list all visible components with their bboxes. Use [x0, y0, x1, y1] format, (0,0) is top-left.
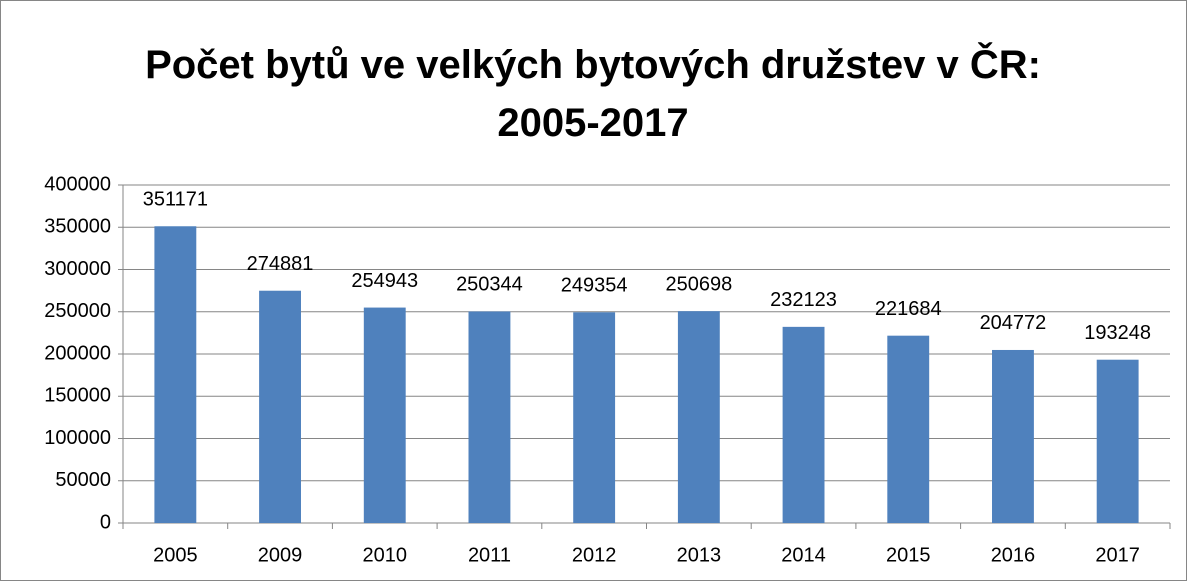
- data-label: 250698: [665, 273, 732, 295]
- bar: [154, 226, 197, 523]
- bar: [677, 311, 720, 523]
- bar: [887, 335, 930, 523]
- x-tick-label: 2009: [258, 544, 303, 566]
- y-tick-label: 400000: [44, 173, 111, 195]
- data-label: 204772: [980, 312, 1047, 334]
- data-label: 351171: [143, 189, 208, 211]
- y-tick-label: 50000: [55, 469, 111, 491]
- y-tick-label: 300000: [44, 258, 111, 280]
- data-label: 250344: [456, 274, 523, 296]
- y-tick-label: 250000: [44, 300, 111, 322]
- x-tick-label: 2012: [572, 544, 617, 566]
- y-tick-label: 350000: [44, 216, 111, 238]
- y-tick-label: 150000: [44, 385, 111, 407]
- data-label: 232123: [770, 289, 837, 311]
- y-tick-label: 0: [100, 511, 111, 533]
- bar: [259, 290, 301, 523]
- bar: [363, 307, 406, 523]
- bar: [468, 311, 511, 523]
- x-tick-label: 2015: [886, 544, 931, 566]
- bar: [1096, 359, 1139, 523]
- x-tick-label: 2016: [991, 544, 1036, 566]
- chart-title: Počet bytů ve velkých bytových družstev …: [145, 43, 1041, 145]
- x-tick-label: 2005: [153, 544, 198, 566]
- data-label: 193248: [1084, 322, 1151, 344]
- bar: [573, 312, 616, 523]
- data-label: 274881: [247, 253, 314, 275]
- x-tick-label: 2017: [1095, 544, 1140, 566]
- data-label: 221684: [875, 298, 942, 320]
- x-tick-label: 2011: [468, 544, 511, 566]
- x-tick-label: 2013: [677, 544, 722, 566]
- y-tick-label: 100000: [44, 427, 111, 449]
- bar: [782, 326, 825, 523]
- bar: [992, 349, 1034, 523]
- data-label: 254943: [351, 270, 418, 292]
- x-tick-label: 2010: [363, 544, 408, 566]
- y-tick-label: 200000: [44, 342, 111, 364]
- data-label: 249354: [561, 275, 628, 297]
- x-tick-label: 2014: [781, 544, 826, 566]
